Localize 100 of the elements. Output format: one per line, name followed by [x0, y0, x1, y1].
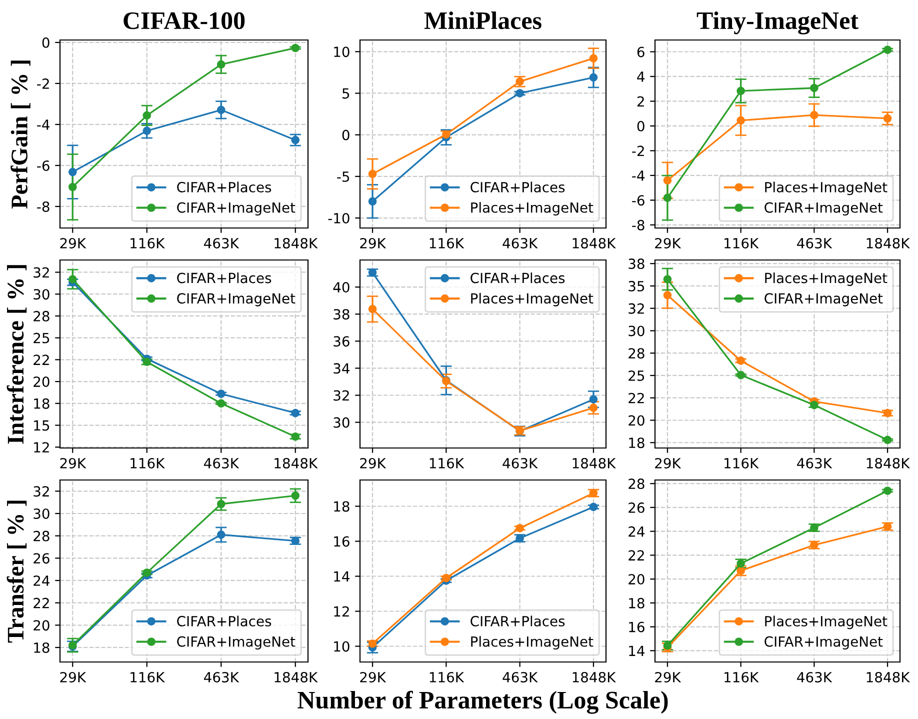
- y-tick-label: 32: [34, 486, 49, 497]
- y-tick-label: 10: [334, 46, 350, 58]
- point: [589, 54, 598, 62]
- y-tick-label: 28: [34, 310, 50, 322]
- legend-label: Places+ImageNet: [471, 202, 594, 216]
- x-tick-label: 463K: [797, 458, 832, 468]
- x-tick-label: 29K: [360, 458, 386, 468]
- y-tick-label: 20: [628, 574, 644, 585]
- point: [291, 491, 300, 500]
- y-tick-label: 35: [628, 280, 644, 292]
- x-tick-label: 463K: [204, 458, 240, 468]
- legend-label: CIFAR+Places: [177, 272, 272, 284]
- y-tick-label: 28: [34, 530, 50, 542]
- x-tick-label: 1848K: [572, 238, 616, 248]
- point: [368, 268, 377, 277]
- legend-label: CIFAR+ImageNet: [764, 636, 883, 650]
- point: [216, 500, 226, 508]
- y-tick-label: 0: [637, 120, 644, 132]
- point: [589, 502, 598, 512]
- y-tick-label: 18: [629, 438, 644, 448]
- y-tick-label: 32: [628, 303, 644, 314]
- point: [883, 46, 892, 54]
- point: [216, 106, 226, 114]
- y-tick-label: 0: [42, 37, 50, 48]
- legend-label: Places+ImageNet: [471, 636, 594, 650]
- y-tick-label: -6: [37, 160, 50, 171]
- point: [663, 291, 672, 300]
- legend-label: CIFAR+ImageNet: [177, 636, 296, 650]
- legend-label: CIFAR+ImageNet: [177, 202, 296, 216]
- x-tick-label: 1848K: [274, 458, 318, 468]
- y-tick-label: 10: [334, 641, 350, 652]
- x-tick-label: 463K: [502, 458, 538, 468]
- y-tick-label: 20: [34, 620, 50, 631]
- y-tick-label: 30: [628, 326, 644, 336]
- y-tick-label: 26: [628, 502, 644, 513]
- y-tick-label: 20: [628, 415, 644, 426]
- legend-label: CIFAR+ImageNet: [764, 202, 883, 216]
- x-tick-label: 116K: [130, 672, 165, 682]
- y-tick-label: 24: [34, 575, 50, 586]
- legend-label: Places+ImageNet: [765, 272, 888, 286]
- y-tick-label: 38: [334, 309, 350, 320]
- legend-label: CIFAR+Places: [470, 272, 565, 284]
- x-tick-label: 116K: [430, 672, 464, 682]
- point: [516, 89, 524, 98]
- y-tick-label: -4: [632, 170, 644, 181]
- legend-label: CIFAR+ImageNet: [764, 293, 883, 306]
- point: [810, 524, 818, 532]
- y-tick-label: 2: [637, 96, 644, 106]
- point: [216, 60, 226, 69]
- y-tick-label: 18: [34, 398, 50, 409]
- x-tick-label: 116K: [724, 458, 759, 468]
- legend-label: CIFAR+ImageNet: [177, 293, 296, 306]
- y-tick-label: 16: [629, 622, 644, 632]
- x-tick-label: 116K: [724, 672, 759, 682]
- y-tick-label: -5: [337, 172, 350, 182]
- point: [216, 399, 226, 408]
- y-tick-label: 34: [334, 363, 350, 374]
- point: [442, 130, 450, 139]
- y-tick-label: -8: [37, 201, 50, 212]
- point: [68, 168, 77, 176]
- y-tick-label: 0: [342, 130, 350, 140]
- point: [516, 77, 524, 86]
- y-tick-label: 4: [637, 72, 644, 82]
- legend-label: CIFAR+Places: [470, 182, 565, 192]
- point: [68, 182, 77, 192]
- y-tick-label: 20: [34, 376, 50, 388]
- y-tick-label: 36: [334, 336, 350, 347]
- point: [291, 44, 300, 52]
- point: [291, 432, 300, 441]
- point: [810, 400, 818, 410]
- y-tick-label: -8: [632, 220, 644, 230]
- point: [883, 486, 892, 495]
- y-tick-label: -2: [632, 146, 644, 156]
- x-tick-label: 1848K: [866, 672, 910, 682]
- x-tick-label: 29K: [655, 238, 682, 248]
- x-tick-label: 1848K: [274, 238, 318, 248]
- legend-label: Places+ImageNet: [471, 292, 594, 306]
- chart-title: Tiny-ImageNet: [696, 12, 858, 34]
- legend-label: CIFAR+Places: [177, 616, 272, 626]
- x-tick-label: 1848K: [572, 672, 616, 682]
- y-tick-label: 30: [34, 508, 50, 519]
- y-tick-label: 32: [334, 390, 349, 401]
- y-tick-label: 32: [34, 267, 49, 278]
- y-tick-label: 22: [628, 392, 644, 404]
- point: [883, 114, 892, 123]
- y-tick-label: 22: [34, 598, 49, 608]
- x-tick-label: 29K: [60, 238, 86, 248]
- point: [810, 110, 818, 120]
- y-tick-label: 40: [333, 282, 350, 293]
- point: [810, 540, 818, 550]
- point: [663, 194, 672, 202]
- x-tick-label: 463K: [797, 672, 832, 682]
- point: [883, 436, 892, 444]
- point: [368, 304, 377, 314]
- point: [368, 197, 377, 206]
- chart-title: MiniPlaces: [424, 12, 542, 30]
- point: [589, 404, 598, 412]
- x-tick-label: 29K: [60, 672, 86, 682]
- y-axis-title: PerfGain [ % ]: [10, 60, 30, 209]
- point: [291, 536, 300, 546]
